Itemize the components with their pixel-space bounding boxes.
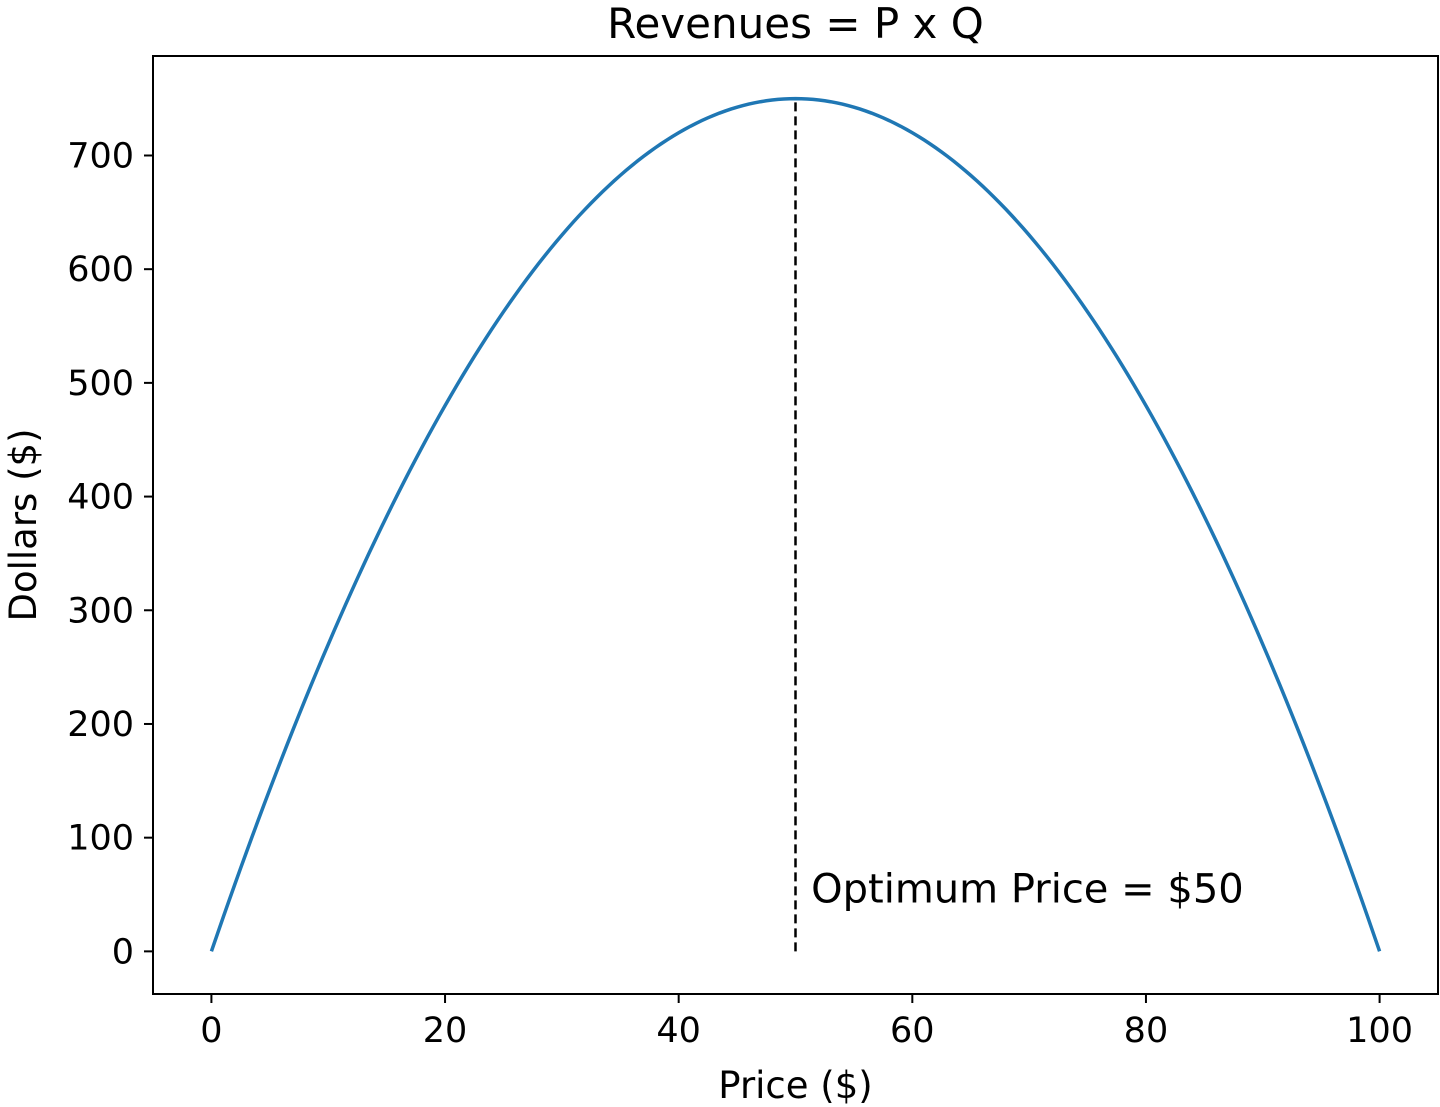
x-tick-label: 60	[890, 1011, 935, 1051]
axes-frame	[152, 55, 1439, 995]
y-tick-label: 0	[112, 932, 134, 972]
chart-title: Revenues = P x Q	[607, 0, 984, 48]
y-tick-label: 600	[67, 250, 134, 290]
plot-area	[209, 96, 1382, 952]
y-tick-label: 100	[67, 819, 134, 859]
x-axis-label: Price ($)	[718, 1064, 872, 1107]
x-tick-label: 0	[200, 1011, 222, 1051]
y-tick-label: 200	[67, 705, 134, 745]
x-tick-label: 20	[423, 1011, 468, 1051]
y-tick-label: 700	[67, 136, 134, 176]
y-tick-label: 500	[67, 364, 134, 404]
x-tick-label: 40	[656, 1011, 701, 1051]
x-tick-label: 80	[1124, 1011, 1169, 1051]
revenue-series-line	[209, 96, 1382, 952]
y-tick-label: 400	[67, 478, 134, 518]
y-axis-label: Dollars ($)	[2, 428, 45, 621]
x-axis-ticks: 0 20 40 60 80 100	[200, 994, 1413, 1051]
optimum-price-annotation: Optimum Price = $50	[811, 867, 1244, 913]
x-tick-label: 100	[1346, 1011, 1413, 1051]
y-axis-ticks: 0 100 200 300 400 500 600 700	[67, 136, 153, 972]
y-tick-label: 300	[67, 591, 134, 631]
